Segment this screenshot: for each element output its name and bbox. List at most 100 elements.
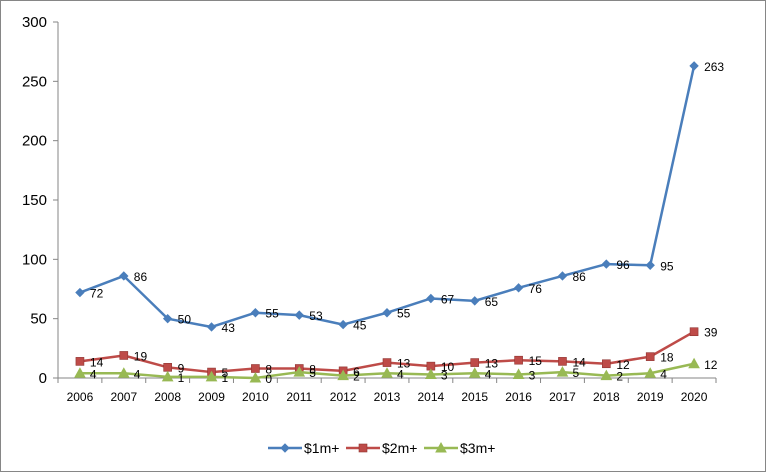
y-tick-label: 250 (22, 73, 47, 90)
data-label: 13 (485, 357, 499, 371)
data-label: 4 (660, 367, 667, 381)
data-point (338, 319, 348, 330)
data-point (470, 296, 480, 306)
data-point (468, 367, 481, 378)
legend-swatch-marker (358, 443, 368, 453)
data-label: 96 (616, 258, 630, 272)
y-tick-label: 100 (22, 251, 47, 268)
data-point (75, 287, 85, 298)
data-label: 39 (704, 326, 718, 340)
data-label: 13 (397, 357, 411, 371)
legend-item: $3m+ (424, 440, 495, 456)
data-label: 2 (616, 370, 623, 384)
x-tick-label: 2010 (242, 390, 269, 404)
data-point (688, 357, 700, 369)
data-point (119, 351, 129, 360)
legend-label: $3m+ (460, 440, 495, 456)
data-point (293, 366, 306, 377)
legend-label: $1m+ (304, 440, 339, 456)
data-label: 15 (529, 354, 543, 368)
series-1m (75, 61, 699, 332)
data-point (426, 293, 436, 304)
data-point (602, 359, 611, 369)
data-label: 12 (616, 358, 630, 372)
data-label: 86 (572, 270, 586, 284)
series-group (74, 61, 700, 383)
data-label: 4 (397, 367, 404, 381)
data-label: 45 (353, 319, 367, 333)
data-label: 10 (441, 360, 455, 374)
data-point (644, 367, 657, 378)
x-tick-label: 2017 (549, 390, 576, 404)
data-label: 18 (660, 351, 674, 365)
legend-label: $2m+ (382, 440, 417, 456)
data-point (382, 358, 392, 367)
data-point (689, 61, 699, 71)
data-point (119, 271, 129, 281)
legend-swatch-marker (280, 443, 290, 453)
data-label: 6 (353, 365, 360, 379)
data-point (645, 260, 655, 270)
data-point (645, 352, 655, 361)
x-tick-label: 2007 (110, 390, 137, 404)
y-tick-label: 0 (39, 370, 47, 387)
data-point (558, 357, 567, 366)
y-tick-label: 150 (22, 192, 47, 209)
data-point (161, 370, 174, 382)
x-tick-labels: 2006 2007 2008 2009 2010 2011 2012 2013 2014 2015… (67, 390, 708, 404)
data-point (513, 283, 524, 293)
x-tick-label: 2016 (505, 390, 532, 404)
data-point (512, 368, 525, 379)
data-label: 263 (704, 60, 724, 74)
x-tick-label: 2011 (286, 390, 312, 404)
data-label: 3 (529, 368, 536, 382)
data-label: 0 (265, 372, 272, 386)
data-label: 9 (178, 361, 185, 375)
legend: $1m+ $2m+ $3m+ (268, 440, 495, 456)
x-tick-label: 2014 (418, 390, 445, 404)
data-point (74, 367, 86, 378)
y-tick-labels: 0 50 100 150 200 250 300 (22, 14, 47, 387)
y-tick-label: 300 (22, 14, 47, 31)
data-label: 5 (222, 366, 229, 380)
data-label: 19 (134, 349, 148, 363)
data-point (689, 327, 699, 337)
data-label: 86 (134, 270, 148, 284)
x-tick-label: 2006 (67, 390, 94, 404)
data-label: 50 (178, 313, 192, 327)
data-label: 4 (134, 367, 141, 381)
x-tick-label: 2012 (330, 390, 357, 404)
data-label: 43 (222, 321, 236, 335)
data-label: 53 (309, 309, 323, 323)
data-point (162, 313, 173, 324)
data-point (206, 322, 217, 332)
data-label: 14 (572, 355, 586, 369)
data-point (75, 357, 85, 366)
x-tick-label: 2020 (681, 390, 708, 404)
data-label: 5 (572, 366, 579, 380)
data-point (337, 369, 349, 381)
legend-item: $2m+ (346, 440, 417, 456)
data-label: 1 (222, 371, 229, 385)
data-point (163, 363, 172, 372)
data-label: 3 (441, 368, 448, 382)
series-3m (74, 357, 700, 383)
series-line (79, 65, 696, 329)
data-point (556, 366, 569, 377)
data-label: 55 (397, 307, 411, 321)
data-point (382, 308, 392, 318)
data-label: 65 (485, 295, 499, 309)
data-label: 55 (265, 307, 279, 321)
y-tick-label: 50 (30, 311, 47, 328)
data-point (425, 368, 437, 379)
data-point (557, 271, 568, 281)
x-tick-label: 2019 (637, 390, 664, 404)
axes (53, 21, 717, 383)
data-point (381, 367, 393, 378)
x-tick-label: 2015 (461, 390, 488, 404)
data-label: 1 (178, 371, 185, 385)
data-point (251, 364, 260, 373)
